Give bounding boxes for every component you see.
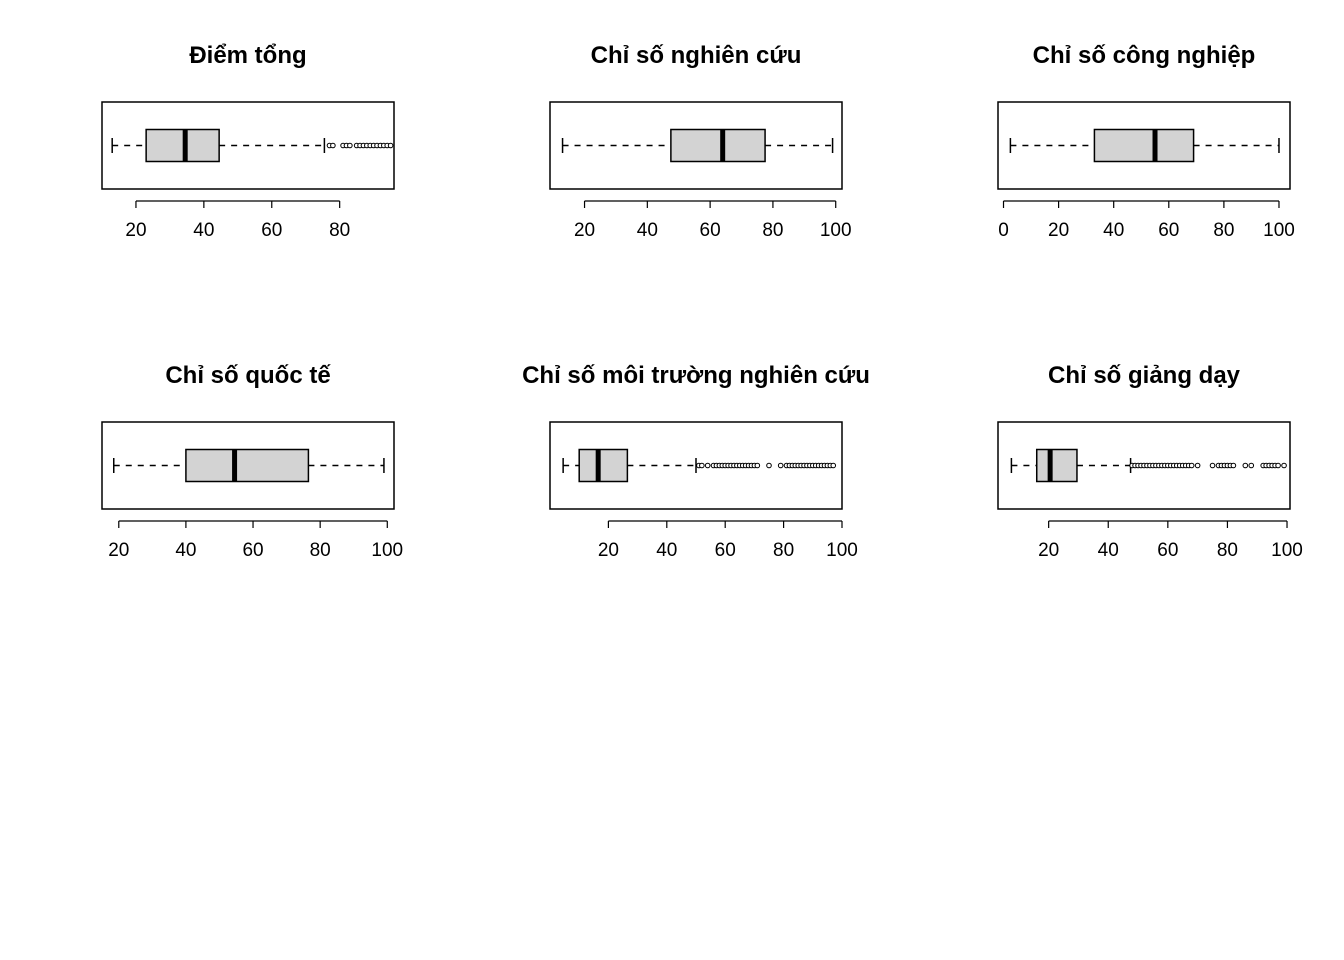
x-tick-label: 20: [108, 540, 129, 561]
outlier-point: [1248, 462, 1255, 469]
boxplot-panel: Chỉ số môi trường nghiên cứu 20 40 60 80 100: [522, 362, 870, 561]
x-tick-label: 40: [175, 540, 196, 561]
plot-frame: [101, 421, 395, 510]
panel-title: Chỉ số công nghiệp: [1033, 42, 1256, 69]
x-tick-label: 60: [700, 220, 721, 241]
x-tick-label: 100: [1263, 220, 1295, 241]
x-tick-label: 60: [261, 220, 282, 241]
boxplot-panel: Chỉ số giảng dạy 20 40 60 80 100: [997, 362, 1303, 561]
outlier-point: [766, 462, 772, 469]
x-tick-label: 80: [310, 540, 331, 561]
panel-title: Chỉ số nghiên cứu: [591, 42, 802, 69]
plot-frame: [997, 421, 1291, 510]
x-tick-label: 100: [1271, 540, 1303, 561]
x-tick-label: 20: [574, 220, 595, 241]
outlier-point: [1194, 462, 1201, 469]
x-tick-label: 40: [637, 220, 658, 241]
x-tick-label: 60: [242, 540, 263, 561]
boxplot-panel: Điểm tổng 20 40 60 80: [101, 42, 395, 241]
outlier-point: [1275, 462, 1281, 469]
iqr-box: [1035, 448, 1078, 483]
x-tick-label: 40: [656, 540, 677, 561]
x-tick-label: 0: [998, 220, 1009, 241]
x-tick-label: 80: [773, 540, 794, 561]
x-tick-label: 80: [1217, 540, 1238, 561]
outlier-point: [1281, 462, 1287, 469]
panel-title: Chỉ số môi trường nghiên cứu: [522, 362, 870, 389]
x-tick-label: 20: [1038, 540, 1059, 561]
x-tick-label: 40: [1098, 540, 1119, 561]
x-tick-label: 100: [820, 220, 852, 241]
outlier-point: [330, 142, 336, 149]
outlier-point: [699, 462, 705, 469]
x-tick-label: 40: [1103, 220, 1124, 241]
outlier-point: [347, 142, 353, 149]
plot-frame: [997, 101, 1291, 190]
outlier-point: [387, 142, 394, 149]
outlier-point: [754, 462, 761, 469]
outlier-point: [1188, 462, 1195, 469]
outlier-point: [704, 462, 711, 469]
outlier-point: [1209, 462, 1216, 469]
plot-frame: [549, 421, 843, 510]
iqr-box: [670, 128, 766, 163]
boxplot-panel: Chỉ số quốc tế 20 40 60 80 100: [101, 362, 403, 561]
x-tick-label: 100: [371, 540, 403, 561]
outlier-point: [1242, 462, 1249, 469]
x-tick-label: 80: [329, 220, 350, 241]
boxplot-panel: Chỉ số công nghiệp 0 20 40 60 80 100: [997, 42, 1295, 241]
outlier-point: [830, 462, 837, 469]
x-tick-label: 60: [1157, 540, 1178, 561]
x-tick-label: 40: [193, 220, 214, 241]
plot-frame: [101, 101, 395, 190]
panel-title: Chỉ số quốc tế: [165, 362, 331, 389]
plot-frame: [549, 101, 843, 190]
x-tick-label: 100: [826, 540, 858, 561]
x-tick-label: 80: [1213, 220, 1234, 241]
x-tick-label: 20: [125, 220, 146, 241]
panel-title: Điểm tổng: [189, 42, 306, 69]
x-tick-label: 60: [1158, 220, 1179, 241]
panel-title: Chỉ số giảng dạy: [1048, 362, 1241, 389]
iqr-box: [145, 128, 220, 163]
x-tick-label: 20: [598, 540, 619, 561]
x-tick-label: 60: [715, 540, 736, 561]
outlier-point: [1230, 462, 1237, 469]
iqr-box: [1093, 128, 1195, 163]
x-tick-label: 20: [1048, 220, 1069, 241]
iqr-box: [578, 448, 629, 483]
iqr-box: [185, 448, 310, 483]
x-tick-label: 80: [762, 220, 783, 241]
outlier-point: [777, 462, 784, 469]
boxplot-panel: Chỉ số nghiên cứu 20 40 60 80 100: [549, 42, 852, 241]
